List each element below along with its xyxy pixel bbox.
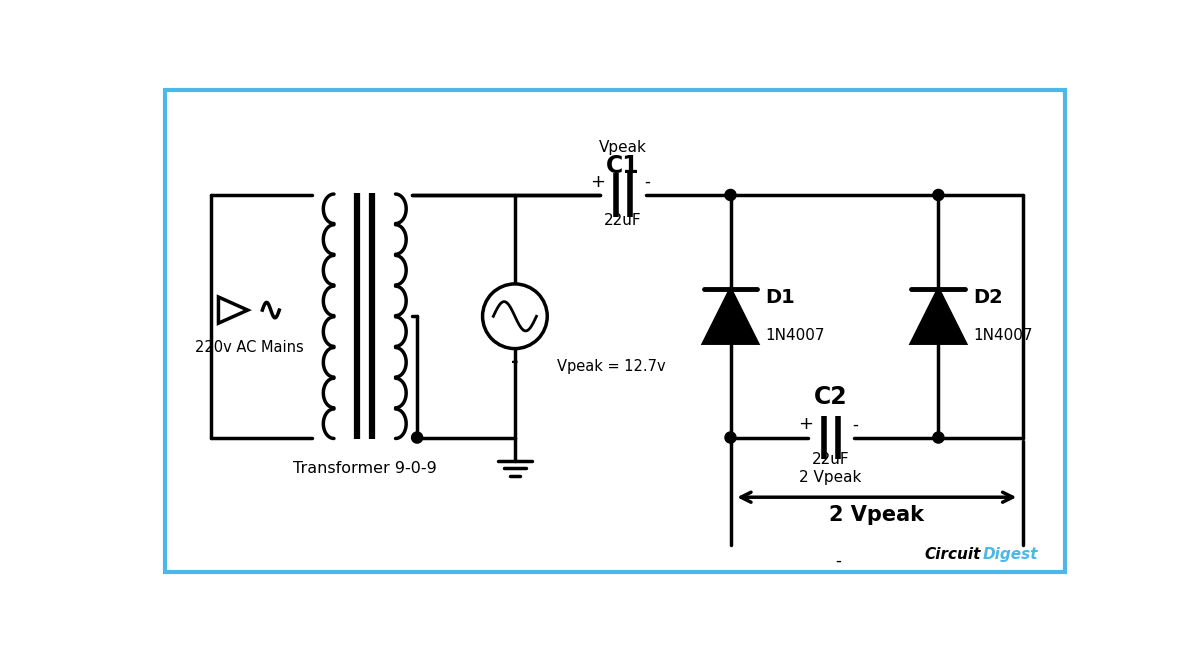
Text: +: + [590, 173, 606, 191]
Circle shape [412, 432, 422, 443]
Text: Vpeak: Vpeak [599, 140, 647, 155]
Text: 22uF: 22uF [604, 213, 642, 228]
Text: 2 Vpeak: 2 Vpeak [829, 505, 924, 525]
Text: 1N4007: 1N4007 [766, 328, 824, 343]
Text: 1N4007: 1N4007 [973, 328, 1032, 343]
Text: D2: D2 [973, 287, 1003, 306]
Text: -: - [835, 552, 841, 569]
Text: Transformer 9-0-9: Transformer 9-0-9 [293, 461, 437, 476]
Circle shape [932, 190, 944, 201]
Text: 220v AC Mains: 220v AC Mains [194, 340, 304, 354]
Text: 2 Vpeak: 2 Vpeak [799, 470, 862, 485]
Polygon shape [912, 289, 965, 343]
Text: 22uF: 22uF [811, 451, 850, 466]
Text: Circuit: Circuit [924, 547, 980, 562]
Text: +: + [798, 415, 814, 434]
Text: Digest: Digest [983, 547, 1038, 562]
Text: -: - [852, 415, 858, 434]
Text: C2: C2 [814, 386, 847, 409]
Text: -: - [511, 354, 518, 371]
Text: Vpeak = 12.7v: Vpeak = 12.7v [557, 359, 666, 374]
Text: D1: D1 [766, 287, 794, 306]
Circle shape [932, 432, 944, 443]
Circle shape [725, 190, 736, 201]
Polygon shape [703, 289, 757, 343]
Circle shape [725, 432, 736, 443]
Text: C1: C1 [606, 154, 640, 178]
Text: -: - [644, 173, 650, 191]
